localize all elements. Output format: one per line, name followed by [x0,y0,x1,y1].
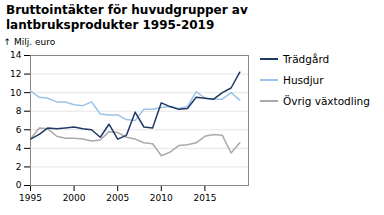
svg-text:8: 8 [16,106,22,116]
svg-text:0: 0 [16,180,22,190]
html-text:Övrig växtodling: Övrig växtodling [283,95,370,107]
html-text:Husdjur: Husdjur [283,74,324,86]
svg-text:↑ Milj. euro: ↑ Milj. euro [4,37,56,47]
svg-text:2015: 2015 [193,193,216,203]
html-text:Trädgård: Trädgård [283,53,330,65]
svg-text:2005: 2005 [106,193,129,203]
svg-text:2000: 2000 [63,193,86,203]
svg-text:2: 2 [16,162,22,172]
svg-text:10: 10 [10,88,22,98]
svg-text:14: 14 [10,50,22,60]
html-text:Bruttointäkter för huvudgruppe: Bruttointäkter för huvudgrupper av lantb… [6,3,248,32]
svg-text:1995: 1995 [19,193,42,203]
svg-text:2010: 2010 [150,193,173,203]
svg-text:6: 6 [16,125,22,135]
svg-text:12: 12 [10,69,21,79]
svg-text:4: 4 [16,143,22,153]
